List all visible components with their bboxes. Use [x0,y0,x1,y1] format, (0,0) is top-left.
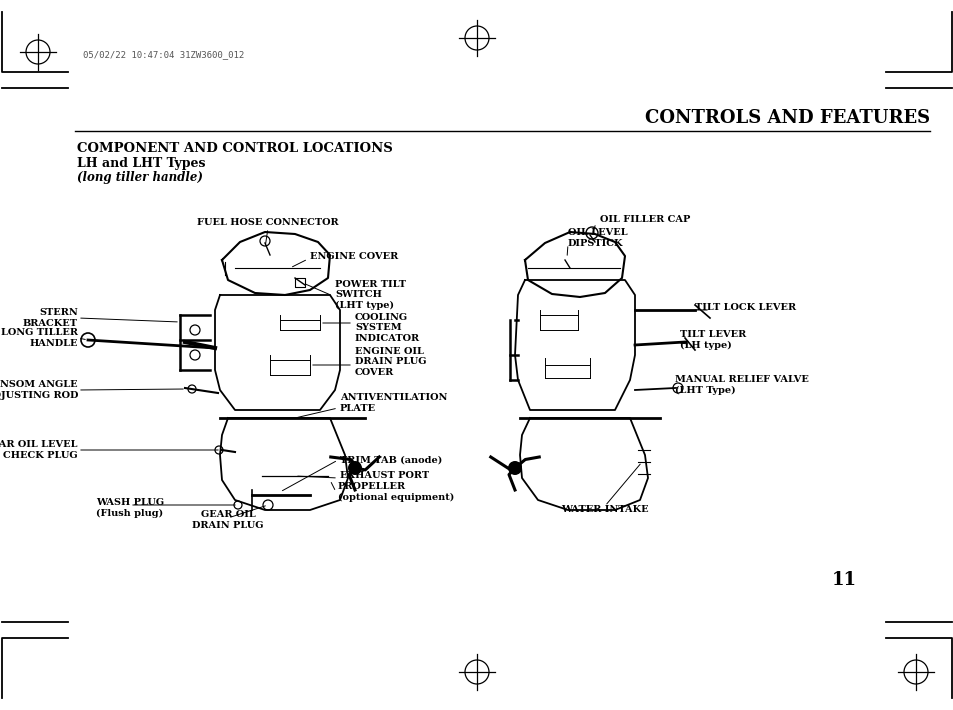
Text: TRIM TAB (anode): TRIM TAB (anode) [339,456,442,464]
Text: POWER TILT
SWITCH
(LHT type): POWER TILT SWITCH (LHT type) [335,280,406,310]
Text: GEAR OIL LEVEL
CHECK PLUG: GEAR OIL LEVEL CHECK PLUG [0,440,78,459]
Text: FUEL HOSE CONNECTOR: FUEL HOSE CONNECTOR [197,219,338,227]
Text: LH and LHT Types: LH and LHT Types [77,156,205,170]
Text: GEAR OIL
DRAIN PLUG: GEAR OIL DRAIN PLUG [193,510,263,530]
Text: ENGINE COVER: ENGINE COVER [310,253,397,261]
Text: OIL FILLER CAP: OIL FILLER CAP [599,216,690,224]
Text: COMPONENT AND CONTROL LOCATIONS: COMPONENT AND CONTROL LOCATIONS [77,141,393,155]
Text: LONG TILLER
HANDLE: LONG TILLER HANDLE [1,329,78,347]
Text: TILT LEVER
(LH type): TILT LEVER (LH type) [679,330,745,349]
Text: COOLING
SYSTEM
INDICATOR: COOLING SYSTEM INDICATOR [355,313,419,342]
Text: (long tiller handle): (long tiller handle) [77,170,203,183]
Text: 11: 11 [831,571,856,589]
Text: EXHAUST PORT: EXHAUST PORT [339,471,429,481]
Text: PROPELLER
(optional equipment): PROPELLER (optional equipment) [337,482,454,501]
Text: ANTIVENTILATION
PLATE: ANTIVENTILATION PLATE [339,393,447,413]
Text: TILT LOCK LEVER: TILT LOCK LEVER [695,303,796,312]
Circle shape [348,461,361,475]
Text: TRANSOM ANGLE
ADJUSTING ROD: TRANSOM ANGLE ADJUSTING ROD [0,381,78,400]
Text: ENGINE OIL
DRAIN PLUG
COVER: ENGINE OIL DRAIN PLUG COVER [355,347,426,376]
Text: WATER INTAKE: WATER INTAKE [560,506,648,515]
Text: WASH PLUG
(Flush plug): WASH PLUG (Flush plug) [96,498,164,518]
Text: STERN
BRACKET: STERN BRACKET [23,308,78,327]
Text: MANUAL RELIEF VALVE
(LHT Type): MANUAL RELIEF VALVE (LHT Type) [675,376,808,395]
Text: CONTROLS AND FEATURES: CONTROLS AND FEATURES [644,109,929,127]
Text: OIL LEVEL
DIPSTICK: OIL LEVEL DIPSTICK [567,229,627,248]
Circle shape [507,461,521,475]
Text: 05/02/22 10:47:04 31ZW3600_012: 05/02/22 10:47:04 31ZW3600_012 [83,50,244,60]
